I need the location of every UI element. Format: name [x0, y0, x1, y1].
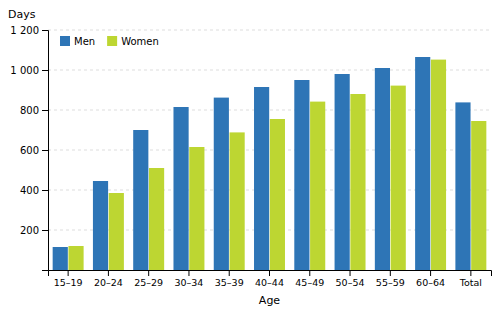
- bar: [294, 80, 309, 270]
- bar: [375, 68, 390, 270]
- x-tick-label: 40–44: [255, 277, 284, 288]
- x-tick-mark: [309, 270, 310, 276]
- x-tick-mark: [108, 270, 109, 276]
- bar-series: [53, 57, 471, 270]
- bar: [415, 57, 430, 270]
- y-tick-mark: [42, 30, 48, 31]
- x-tick-mark: [229, 270, 230, 276]
- y-axis-title: Days: [8, 8, 36, 21]
- x-tick-mark: [148, 270, 149, 276]
- x-tick-mark: [188, 270, 189, 276]
- y-tick-mark: [42, 110, 48, 111]
- y-tick: 400: [20, 185, 48, 196]
- x-tick-label: 50–54: [336, 277, 365, 288]
- x-tick-label: 35–39: [215, 277, 244, 288]
- x-tick-mark: [390, 270, 391, 276]
- x-tick: 25–29: [134, 270, 163, 288]
- chart: 200 400 600 800 1 000 1 200 15–19 20–24 25–29 30–…: [0, 0, 503, 312]
- bar: [254, 87, 269, 270]
- bar: [350, 94, 365, 270]
- x-tick-label: 20–24: [94, 277, 123, 288]
- bar: [455, 102, 470, 270]
- x-tick-label: Total: [459, 277, 482, 288]
- bar: [270, 119, 285, 270]
- x-axis-line: [49, 271, 492, 277]
- bar: [68, 246, 83, 270]
- y-tick: 200: [20, 225, 48, 236]
- x-tick-mark: [269, 270, 270, 276]
- y-tick-label: 800: [20, 105, 39, 116]
- x-tick-label: 45–49: [295, 277, 324, 288]
- y-tick-mark: [42, 230, 48, 231]
- x-tick-label: 25–29: [134, 277, 163, 288]
- bar: [391, 86, 406, 270]
- bar: [93, 181, 108, 270]
- bar: [109, 193, 124, 270]
- y-tick-mark: [42, 70, 48, 71]
- y-tick-label: 400: [20, 185, 39, 196]
- bar: [53, 247, 68, 270]
- x-tick-label: 55–59: [376, 277, 405, 288]
- y-tick: 1 000: [10, 65, 48, 76]
- y-axis-line: [42, 31, 49, 271]
- y-tick: 800: [20, 105, 48, 116]
- x-tick-label: 15–19: [54, 277, 83, 288]
- x-tick: 35–39: [215, 270, 244, 288]
- x-axis-title: Age: [259, 294, 281, 307]
- x-tick: 50–54: [336, 270, 365, 288]
- y-tick-label: 1 000: [10, 65, 39, 76]
- legend-background: [54, 32, 165, 50]
- bar: [431, 60, 446, 270]
- x-tick: 30–34: [174, 270, 203, 288]
- y-tick-label: 1 200: [10, 25, 39, 36]
- x-tick: 15–19: [54, 270, 83, 288]
- x-tick-label: 60–64: [416, 277, 445, 288]
- y-tick: 1 200: [10, 25, 48, 36]
- bar: [189, 147, 204, 270]
- bar: [133, 130, 148, 270]
- x-axis: 15–19 20–24 25–29 30–34 35–39 40–44 45–49 50–54…: [49, 270, 492, 288]
- y-tick-label: 600: [20, 145, 39, 156]
- y-tick-label: 200: [20, 225, 39, 236]
- x-tick: 60–64: [416, 270, 445, 288]
- bar: [335, 74, 350, 270]
- legend-label: Women: [121, 36, 159, 47]
- legend-swatch: [107, 36, 117, 46]
- x-tick-mark: [470, 270, 471, 276]
- bar: [230, 132, 245, 270]
- x-tick-label: 30–34: [174, 277, 203, 288]
- legend: Men Women: [54, 32, 165, 50]
- x-tick: 45–49: [295, 270, 324, 288]
- plot-area: [53, 57, 487, 270]
- y-tick-mark: [42, 150, 48, 151]
- x-tick: Total: [459, 270, 482, 288]
- legend-swatch: [60, 36, 70, 46]
- x-tick: 55–59: [376, 270, 405, 288]
- x-tick-mark: [430, 270, 431, 276]
- x-tick-mark: [350, 270, 351, 276]
- bar: [471, 121, 486, 270]
- bar: [214, 98, 229, 270]
- grid-line: [48, 30, 491, 31]
- x-tick: 20–24: [94, 270, 123, 288]
- bar: [310, 102, 325, 270]
- legend-label: Men: [74, 36, 95, 47]
- bar-series: [68, 60, 486, 270]
- bar: [173, 107, 188, 270]
- x-tick-mark: [68, 270, 69, 276]
- bar: [149, 168, 164, 270]
- y-tick-mark: [42, 190, 48, 191]
- x-tick: 40–44: [255, 270, 284, 288]
- y-axis: 200 400 600 800 1 000 1 200: [10, 25, 48, 271]
- y-tick: 600: [20, 145, 48, 156]
